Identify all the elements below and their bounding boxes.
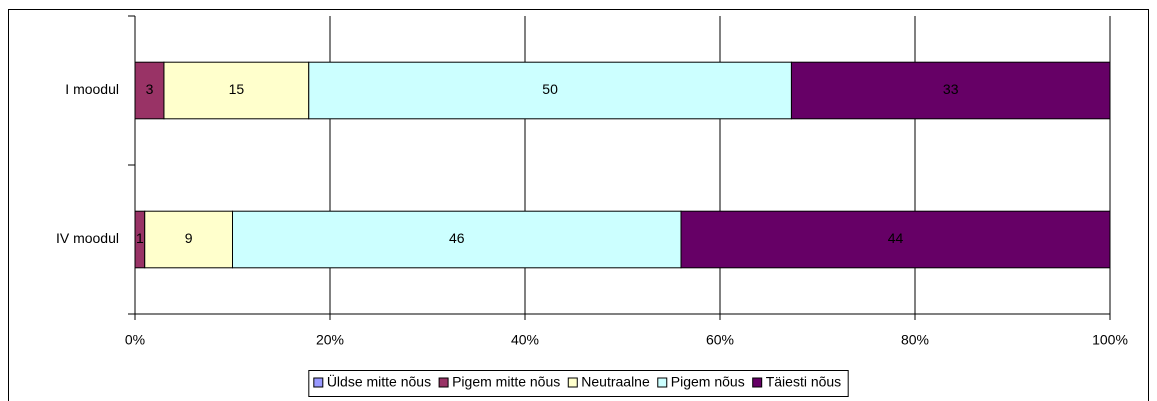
data-label: 3 bbox=[146, 81, 154, 97]
legend-label: Pigem mitte nõus bbox=[452, 374, 560, 390]
x-tick-label: 100% bbox=[1092, 332, 1128, 348]
bar-segment bbox=[680, 210, 1111, 269]
data-label: 33 bbox=[943, 81, 959, 97]
legend-label: Täiesti nõus bbox=[766, 374, 841, 390]
data-label: 1 bbox=[136, 230, 144, 246]
legend: Üldse mitte nõus Pigem mitte nõus Neutraal… bbox=[308, 370, 849, 397]
bar-segment bbox=[144, 210, 233, 269]
data-label: 46 bbox=[449, 230, 465, 246]
x-tick-label: 0% bbox=[125, 332, 145, 348]
legend-swatch bbox=[313, 377, 324, 388]
x-tick-label: 40% bbox=[511, 332, 539, 348]
bar-segment bbox=[308, 61, 792, 120]
legend-label: Pigem nõus bbox=[671, 374, 745, 390]
x-tick-label: 60% bbox=[706, 332, 734, 348]
x-tick-label: 80% bbox=[901, 332, 929, 348]
legend-swatch bbox=[752, 377, 763, 388]
y-tick-label: IV moodul bbox=[56, 230, 119, 246]
x-tick-label: 20% bbox=[316, 332, 344, 348]
data-label: 50 bbox=[542, 81, 558, 97]
bar-segment bbox=[790, 61, 1111, 120]
data-label: 9 bbox=[185, 230, 193, 246]
data-label: 15 bbox=[229, 81, 245, 97]
legend-swatch bbox=[438, 377, 449, 388]
legend-swatch bbox=[567, 377, 578, 388]
y-tick-label: I moodul bbox=[65, 81, 119, 97]
legend-swatch bbox=[657, 377, 668, 388]
legend-label: Neutraalne bbox=[581, 374, 650, 390]
legend-label: Üldse mitte nõus bbox=[327, 373, 431, 390]
data-label: 44 bbox=[888, 230, 904, 246]
bar-segment bbox=[232, 210, 682, 269]
